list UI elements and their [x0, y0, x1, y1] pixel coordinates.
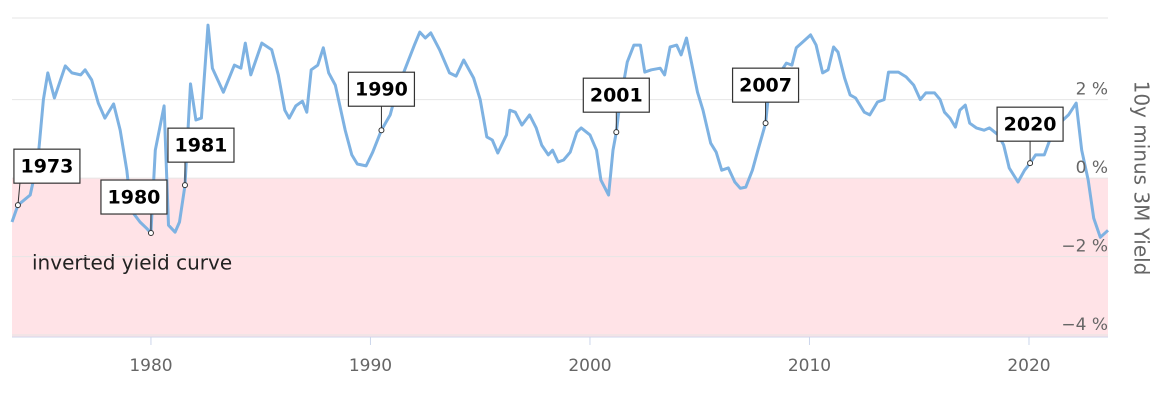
annotation-label: 1973 [20, 156, 73, 178]
y-axis-title: 10y minus 3M Yield [1130, 81, 1154, 276]
annotation-point [762, 120, 769, 127]
annotation-label: 1981 [175, 135, 228, 157]
annotation-point [14, 202, 21, 209]
x-tick-label: 2000 [568, 356, 611, 376]
annotation-point [378, 127, 385, 134]
x-tick-label: 2020 [1007, 356, 1050, 376]
x-tick-label: 1980 [129, 356, 172, 376]
annotation-box [13, 148, 81, 184]
y-tick-label: −4 % [1061, 315, 1108, 335]
annotation-label: 1990 [355, 79, 408, 101]
annotation-label: 2001 [590, 85, 643, 107]
x-tick-label: 2010 [788, 356, 831, 376]
annotation-box [347, 71, 416, 107]
y-tick-label: 2 % [1076, 80, 1108, 100]
annotation-box [731, 67, 800, 103]
plot-band [12, 178, 1108, 337]
y-tick-label: −2 % [1061, 237, 1108, 257]
annotation-connector [17, 183, 21, 206]
annotation-point [181, 182, 188, 189]
annotation-label: 1980 [108, 187, 161, 209]
annotation-box [100, 179, 168, 215]
data-line [10, 23, 1110, 239]
annotation-box [167, 127, 235, 163]
annotation-point [1027, 160, 1034, 167]
y-tick-label: 0 % [1076, 158, 1108, 178]
band-label: inverted yield curve [32, 251, 232, 275]
annotation-point [613, 129, 620, 136]
annotation-point [147, 230, 154, 237]
annotation-label: 2007 [739, 75, 792, 97]
annotation-box [996, 106, 1064, 142]
x-tick-label: 1990 [349, 356, 392, 376]
annotation-box [582, 77, 650, 113]
annotation-label: 2020 [1004, 114, 1057, 136]
